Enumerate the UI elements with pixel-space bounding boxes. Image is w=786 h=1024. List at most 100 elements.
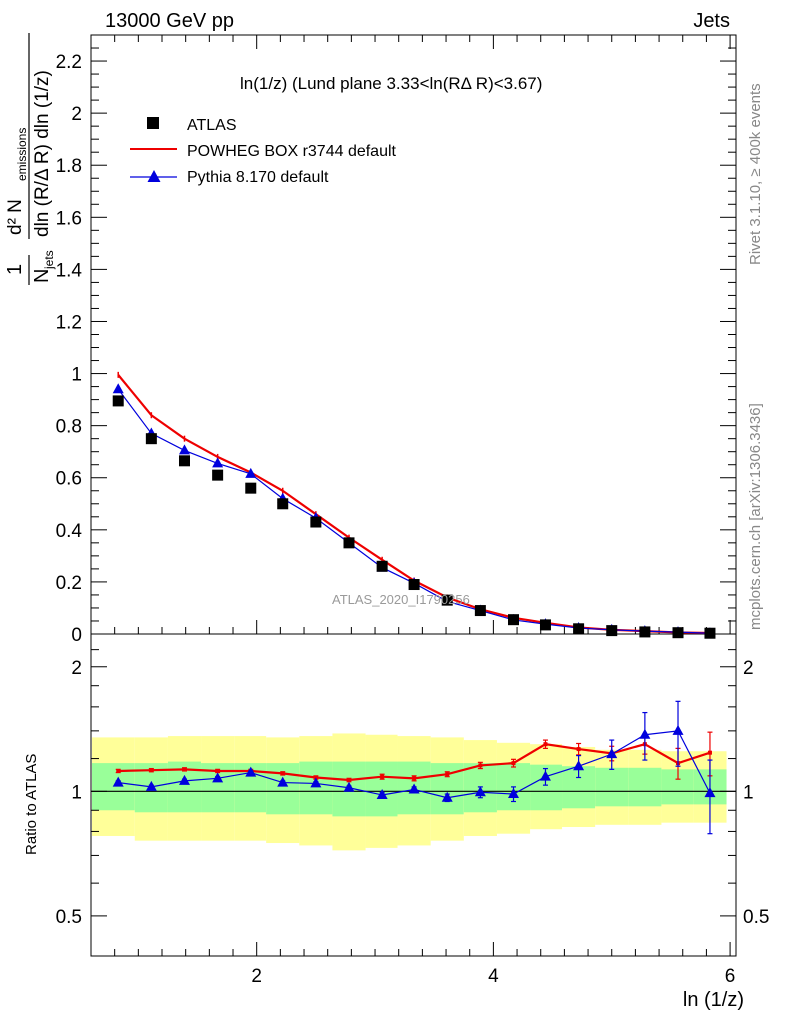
series-point-atlas [112,395,124,407]
ratio-point-pythia [672,724,684,735]
legend-label-pythia: Pythia 8.170 default [187,169,329,186]
ratio-y-tick-label-right: 0.5 [743,907,769,928]
ratio-point-pythia [112,776,124,787]
y-tick-label: 2 [71,104,82,125]
plot-title: ln(1/z) (Lund plane 3.33<ln(RΔ R)<3.67) [240,74,542,93]
ratio-point-pythia [310,777,322,788]
series-point-atlas [212,469,224,481]
series-point-atlas [639,626,651,638]
legend: ATLAS POWHEG BOX r3744 default Pythia 8.… [130,117,397,186]
series-point-atlas [508,614,520,626]
ratio-point-pythia [245,766,257,777]
band-inner-bin [365,761,398,817]
ratio-point-pythia [606,748,618,759]
y-tick-label: 2.2 [56,52,82,73]
series-point-atlas [539,619,551,631]
series-point-pythia [245,467,257,478]
ratio-point-powheg [347,778,351,783]
series-point-atlas [474,605,486,617]
ratio-point-pythia [573,760,585,771]
series-point-atlas [441,594,453,606]
axis-ticks: 2 4 6 0 0.2 0.4 0.6 0.8 1 1.2 1.4 1.6 1.8 2 2.2 0.5 0.5 1… [56,34,769,987]
ratio-y-tick-label-right: 2 [743,658,754,679]
y-tick-label: 0 [71,625,82,646]
x-tick-label: 2 [251,966,262,987]
legend-marker-pythia [147,170,161,182]
ratio-point-powheg [412,776,417,781]
series-point-atlas [376,560,388,572]
y-tick-label: 1 [71,365,82,386]
y-tick-label: 0.2 [56,573,82,594]
series-point-atlas [408,579,420,591]
ratio-point-pythia [145,780,157,791]
y-tick-label: 0.4 [56,521,83,542]
y-tick-label: 0.6 [56,469,82,490]
series-point-pythia [112,383,124,394]
y-tick-label: 1.6 [56,208,82,229]
ylabel-denominator: dln (R/Δ R) dln (1/z) [32,70,53,237]
ylabel-fraction-n: N [31,269,53,283]
series-point-atlas [245,482,257,494]
ratio-point-powheg [707,750,712,755]
x-axis-label: ln (1/z) [683,989,744,1011]
ratio-point-powheg [215,768,220,773]
ratio-y-axis-label: Ratio to ATLAS [23,754,40,855]
band-inner-bin [266,763,300,815]
ylabel-main-sub: emissions [15,128,29,181]
y-tick-label: 1.4 [56,260,83,281]
ratio-point-powheg [478,763,483,768]
ratio-point-pythia [539,770,551,781]
series-point-pythia [212,457,224,468]
legend-marker-atlas [147,117,159,129]
ratio-y-tick-label: 0.5 [56,907,82,928]
ratio-point-pythia [343,781,355,792]
ratio-y-tick-label: 2 [71,658,82,679]
ratio-point-pythia [441,791,453,802]
ratio-point-pythia [277,776,289,787]
ratio-y-tick-label-right: 1 [743,782,754,803]
ratio-point-pythia [639,728,651,739]
series-point-atlas [310,516,322,528]
top-series-marks [112,371,716,639]
ratio-point-powheg [576,747,581,752]
ratio-point-powheg [280,771,285,776]
series-point-atlas [145,433,157,445]
ratio-point-powheg [380,774,385,779]
header-energy-label: 13000 GeV pp [105,10,234,32]
x-tick-label: 6 [725,966,736,987]
ratio-point-pythia [376,788,388,799]
ratio-point-powheg [445,772,450,777]
y-tick-label: 1.8 [56,156,82,177]
y-tick-label: 1.2 [56,312,82,333]
ratio-point-pythia [474,786,486,797]
band-inner-bin [299,761,333,815]
ratio-point-pythia [212,772,224,783]
ratio-panel-frame [90,633,737,957]
ratio-point-powheg [182,767,187,772]
ylabel-fraction-one: 1 [4,264,26,275]
top-y-axis-label: 1 N jets d² N emissions dln (R/Δ R) dln … [4,33,56,285]
ratio-point-powheg [511,761,516,766]
series-point-atlas [606,625,618,637]
ratio-point-powheg [116,768,121,773]
band-inner-bin [595,767,629,807]
series-point-atlas [343,537,355,549]
ratio-series-lines [91,700,736,835]
legend-label-powheg: POWHEG BOX r3744 default [187,143,397,160]
y-tick-label: 0.8 [56,417,82,438]
x-tick-label: 4 [488,966,499,987]
ratio-point-pythia [178,774,190,785]
series-point-atlas [277,498,289,510]
series-point-atlas [178,455,190,467]
ylabel-main: d² N [5,199,26,235]
ratio-point-pythia [704,787,716,798]
series-point-atlas [573,623,585,635]
band-inner-bin [628,767,662,807]
series-point-atlas [704,627,716,639]
series-point-atlas [672,627,684,639]
ratio-point-powheg [543,742,548,747]
ratio-point-powheg [149,768,154,773]
ratio-point-pythia [508,788,520,799]
legend-label-atlas: ATLAS [187,117,237,134]
